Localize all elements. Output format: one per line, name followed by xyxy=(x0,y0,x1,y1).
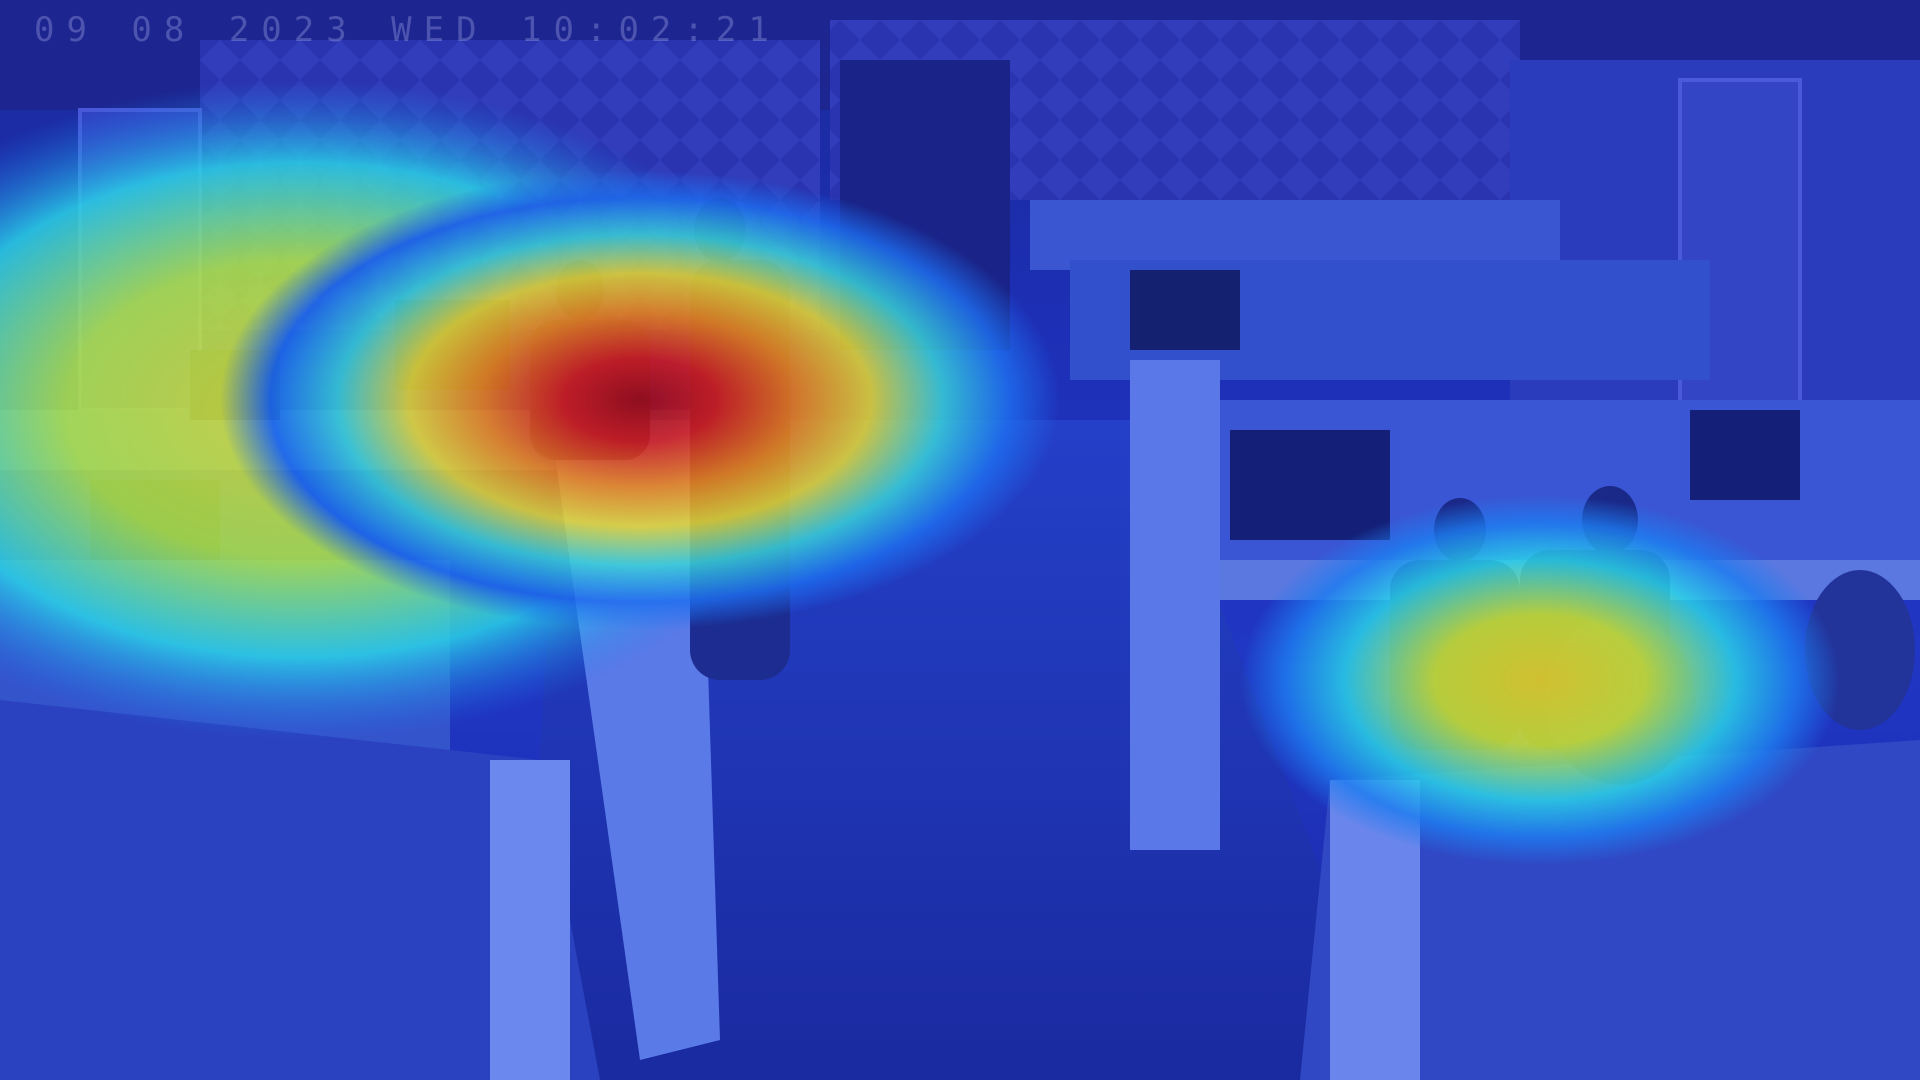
heatmap-hotspot-right xyxy=(1240,495,1840,865)
monitor-near-right-2 xyxy=(1690,410,1800,500)
partition-left-front xyxy=(0,700,600,1080)
heatmap-hotspot-main xyxy=(220,170,1060,630)
cubicle-row-back xyxy=(1030,200,1560,270)
monitor-back-1 xyxy=(1130,270,1240,350)
heatmap-overlay xyxy=(0,80,1840,865)
partition-right-front xyxy=(1130,360,1220,850)
monitor-near-right-1 xyxy=(1230,430,1390,540)
partition-left-edge xyxy=(490,760,570,1080)
timestamp-overlay: 09 08 2023 WED 10:02:21 xyxy=(34,10,781,50)
